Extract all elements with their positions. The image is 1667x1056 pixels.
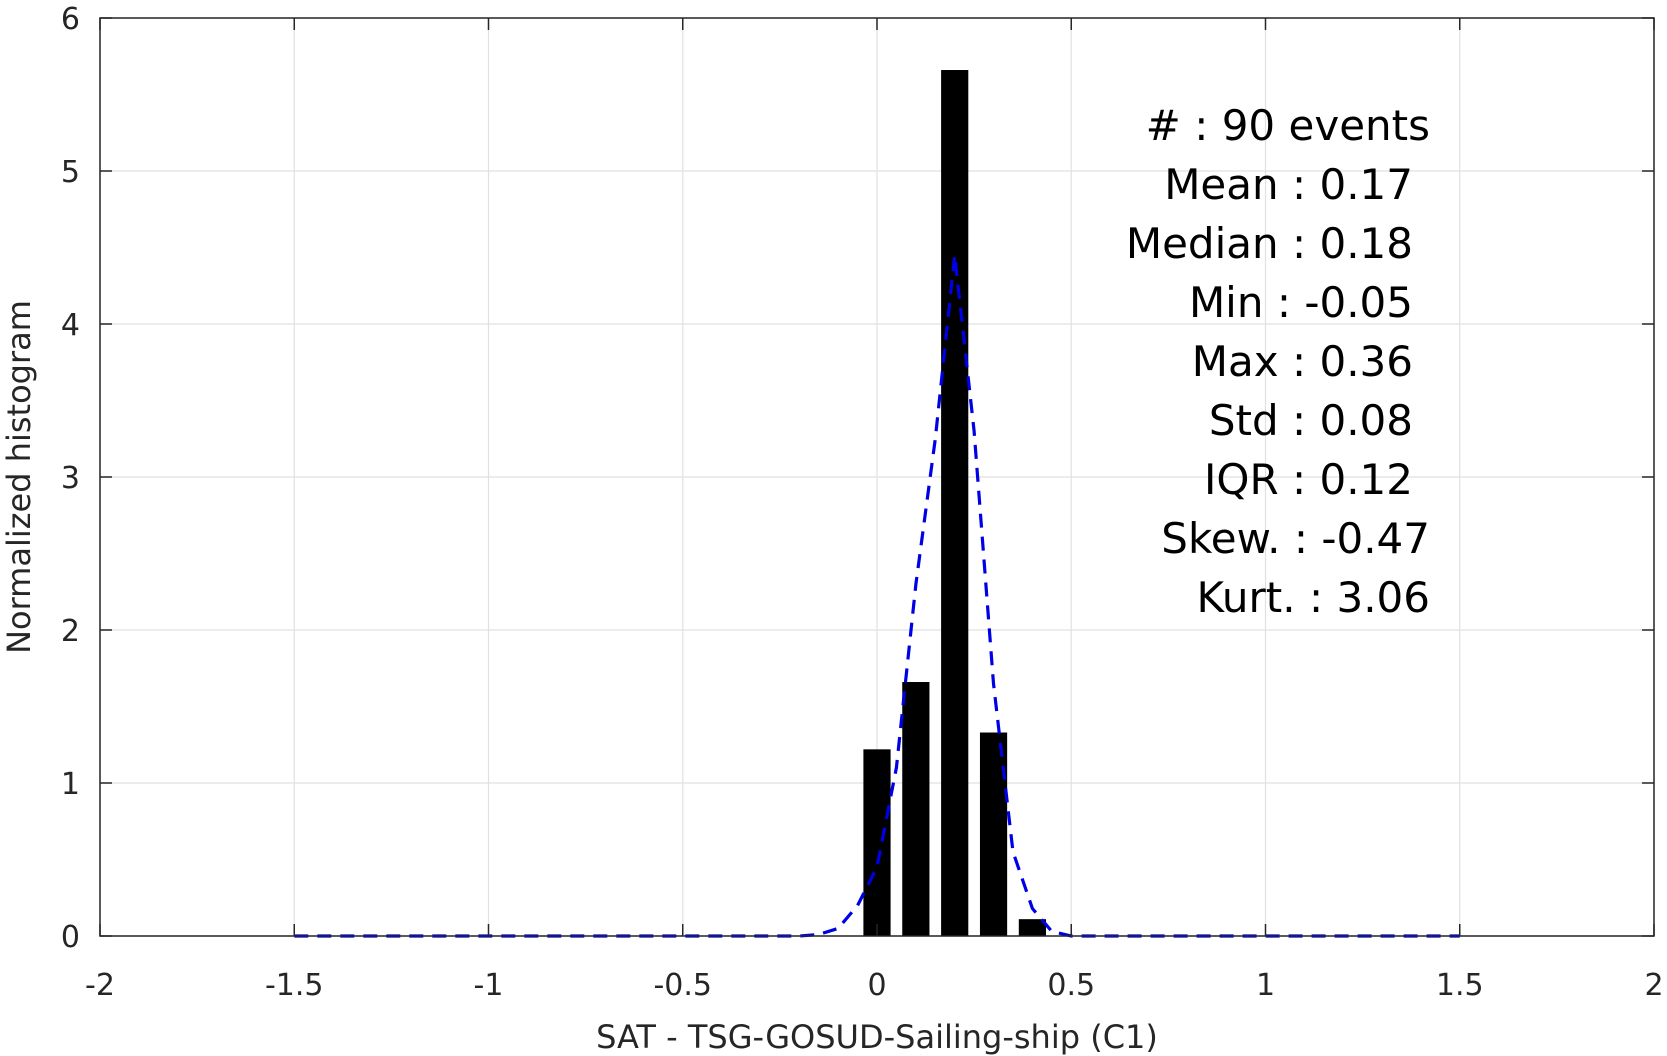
x-tick-label: -1.5 <box>265 968 324 1003</box>
stat-line: Skew. : -0.47 <box>1161 514 1430 563</box>
stat-line: Median : 0.18 <box>1126 219 1413 268</box>
y-tick-label: 2 <box>61 614 80 649</box>
y-tick-label: 5 <box>61 155 80 190</box>
y-axis-title: Normalized histogram <box>0 300 38 654</box>
stat-line: Kurt. : 3.06 <box>1196 573 1430 622</box>
y-tick-label: 6 <box>61 2 80 37</box>
histogram-bar <box>979 732 1008 936</box>
statistics-box: # : 90 events Mean : 0.17 Median : 0.18 Min… <box>1126 101 1430 622</box>
stat-line: # : 90 events <box>1146 101 1430 150</box>
y-tick-label: 0 <box>61 920 80 955</box>
y-tick-label: 3 <box>61 461 80 496</box>
stat-line: Mean : 0.17 <box>1164 160 1413 209</box>
x-tick-label: 2 <box>1644 968 1663 1003</box>
x-tick-label: 1.5 <box>1436 968 1484 1003</box>
stat-line: Min : -0.05 <box>1189 278 1413 327</box>
axes-frame <box>99 17 1655 937</box>
fit-curve <box>294 254 1460 938</box>
stat-line: IQR : 0.12 <box>1204 455 1413 504</box>
y-tick-label: 4 <box>61 308 80 343</box>
x-tick-label: 0.5 <box>1047 968 1095 1003</box>
x-tick-labels: -2 -1.5 -1 -0.5 0 0.5 1 1.5 2 <box>85 968 1664 1003</box>
histogram-bar <box>863 749 891 936</box>
y-tick-label: 1 <box>61 767 80 802</box>
x-tick-label: 0 <box>867 968 886 1003</box>
histogram-bar <box>1018 919 1046 936</box>
axes-box <box>99 17 1655 937</box>
histogram-bar <box>941 70 969 936</box>
x-tick-label: 1 <box>1256 968 1275 1003</box>
x-axis-title: SAT - TSG-GOSUD-Sailing-ship (C1) <box>596 1018 1158 1056</box>
fit-curve-line <box>294 254 1460 938</box>
x-tick-label: -2 <box>85 968 115 1003</box>
histogram-bar <box>902 682 930 936</box>
stat-line: Std : 0.08 <box>1209 396 1413 445</box>
y-tick-labels: 0 1 2 3 4 5 6 <box>61 2 80 955</box>
x-tick-label: -0.5 <box>653 968 712 1003</box>
stat-line: Max : 0.36 <box>1192 337 1413 386</box>
x-tick-label: -1 <box>474 968 504 1003</box>
